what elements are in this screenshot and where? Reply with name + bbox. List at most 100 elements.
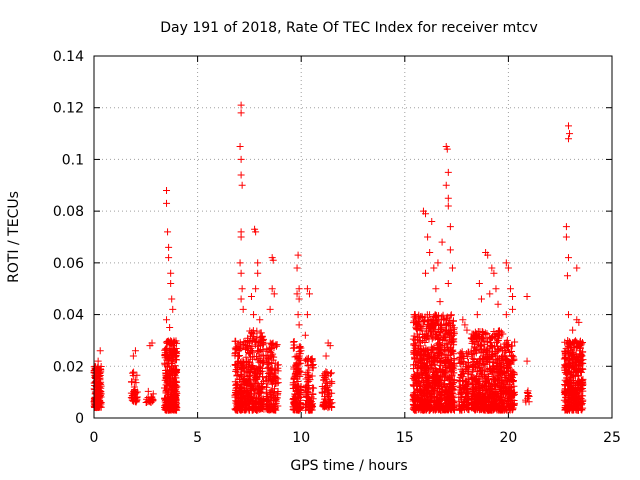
data-point [237, 233, 245, 241]
data-point [424, 383, 432, 391]
data-point [301, 384, 309, 392]
data-point [247, 292, 255, 300]
data-point [423, 371, 431, 379]
data-point [441, 377, 449, 385]
data-point [420, 379, 428, 387]
data-point [170, 377, 178, 385]
data-point [295, 321, 303, 329]
data-point [232, 349, 240, 357]
data-point [491, 331, 499, 339]
data-point [428, 379, 436, 387]
data-point [572, 390, 580, 398]
data-point [432, 330, 440, 338]
data-point [577, 361, 585, 369]
data-point [236, 143, 244, 150]
data-point [268, 380, 276, 388]
data-point [173, 383, 181, 391]
data-point [566, 383, 574, 391]
data-point [508, 352, 516, 360]
y-tick-label: 0.12 [53, 101, 84, 117]
data-point [263, 374, 271, 382]
data-point [564, 311, 572, 319]
data-point [413, 321, 421, 329]
data-point [478, 331, 486, 339]
data-point [236, 259, 244, 267]
data-point [576, 347, 584, 355]
data-point [563, 378, 571, 386]
data-point [259, 341, 267, 349]
data-point [470, 332, 478, 340]
data-point [173, 389, 181, 397]
data-point [273, 361, 281, 369]
data-point [293, 264, 301, 272]
data-point [448, 390, 456, 398]
data-point [91, 403, 99, 411]
data-point [414, 369, 422, 377]
data-point [326, 389, 334, 397]
data-point [502, 259, 510, 267]
data-point [447, 312, 455, 320]
data-point [469, 385, 477, 393]
data-point [292, 391, 300, 399]
data-point [479, 381, 487, 389]
data-point [504, 264, 512, 272]
data-point [422, 391, 430, 399]
data-point [420, 405, 428, 413]
data-point [245, 372, 253, 380]
data-point [163, 199, 171, 207]
data-point [434, 402, 442, 410]
data-point [166, 324, 174, 331]
data-point [409, 391, 417, 399]
data-point [447, 338, 455, 346]
data-point [323, 384, 331, 392]
data-point [455, 402, 463, 410]
data-point [266, 344, 274, 352]
data-point [250, 371, 258, 379]
data-point [502, 346, 510, 354]
data-point [238, 285, 246, 293]
data-point [497, 394, 505, 402]
data-point [409, 381, 417, 389]
data-point [567, 392, 575, 400]
data-point [484, 385, 492, 393]
data-point [165, 254, 173, 262]
data-point [429, 353, 437, 361]
data-point [506, 387, 514, 395]
data-point [164, 337, 172, 345]
data-point [237, 155, 245, 163]
data-point [504, 388, 512, 396]
data-point [500, 351, 508, 359]
data-point [444, 194, 452, 202]
data-point [270, 385, 278, 393]
data-point [493, 388, 501, 396]
data-point [575, 403, 583, 411]
data-point [449, 317, 457, 325]
data-point [411, 341, 419, 349]
data-point [148, 339, 156, 347]
data-point [571, 353, 579, 361]
data-point [268, 285, 276, 293]
data-point [254, 396, 262, 404]
data-point [236, 344, 244, 352]
data-point [497, 328, 505, 336]
data-point [440, 368, 448, 376]
data-point [258, 382, 266, 390]
data-point [433, 352, 441, 360]
data-point [269, 393, 277, 401]
data-point [246, 350, 254, 358]
data-point [507, 366, 515, 374]
data-point [326, 342, 334, 350]
data-point [445, 329, 453, 337]
data-point [423, 311, 431, 319]
data-point [233, 380, 241, 388]
data-point [301, 331, 309, 339]
data-point [565, 387, 573, 395]
data-point [461, 397, 469, 405]
data-point [130, 391, 138, 399]
data-point [443, 355, 451, 363]
data-point [254, 269, 262, 277]
data-point [246, 338, 254, 346]
data-point [131, 390, 139, 398]
data-point [486, 406, 494, 414]
data-point [507, 347, 515, 355]
